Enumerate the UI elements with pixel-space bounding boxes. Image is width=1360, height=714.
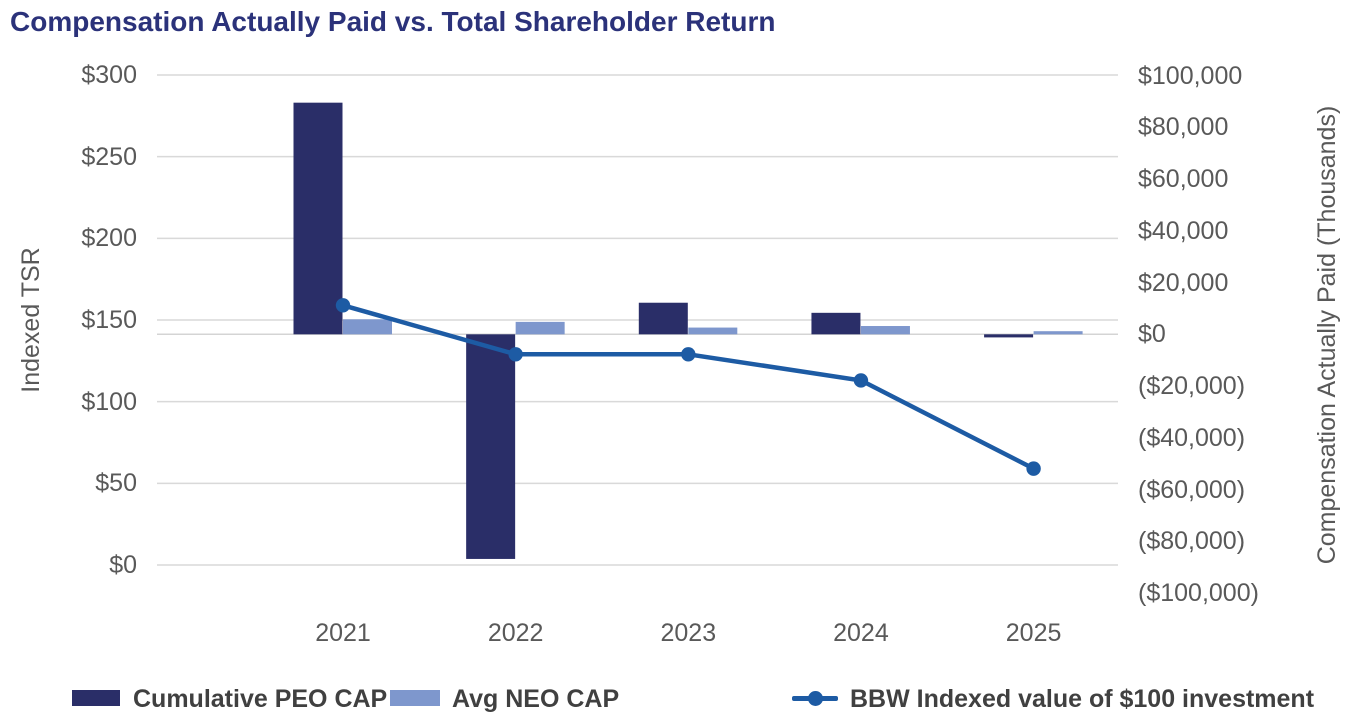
right-axis-tick: $80,000 xyxy=(1138,113,1229,142)
right-axis-tick: $0 xyxy=(1138,320,1166,349)
right-axis-title: Compensation Actually Paid (Thousands) xyxy=(1313,105,1341,565)
bar-neo-cap xyxy=(1033,331,1083,335)
legend-line-swatch xyxy=(792,690,838,706)
bar-neo-cap xyxy=(515,321,565,335)
left-axis-tick: $150 xyxy=(81,306,137,334)
x-axis-label: 2021 xyxy=(315,619,371,647)
x-axis-label: 2022 xyxy=(487,619,544,647)
legend-label-tsr-line: BBW Indexed value of $100 investment xyxy=(850,685,1315,713)
right-axis-tick: ($100,000) xyxy=(1138,579,1259,608)
bar-peo-cap xyxy=(638,302,688,335)
bar-neo-cap xyxy=(343,319,392,335)
legend-swatch-peo-cap xyxy=(72,690,120,706)
tsr-marker xyxy=(508,347,523,362)
x-axis-label: 2024 xyxy=(833,619,889,647)
tsr-marker xyxy=(335,298,351,313)
left-axis-tick: $0 xyxy=(109,551,137,579)
right-axis-tick: $20,000 xyxy=(1138,268,1229,297)
left-axis-tick: $100 xyxy=(81,387,137,416)
left-axis-tick: $250 xyxy=(81,142,137,171)
right-axis-tick: $100,000 xyxy=(1138,61,1243,90)
legend-label-neo-cap: Avg NEO CAP xyxy=(452,685,620,713)
legend-label-peo-cap: Cumulative PEO CAP xyxy=(133,685,388,713)
bar-peo-cap xyxy=(984,334,1034,338)
legend-dot-icon xyxy=(808,691,823,706)
bar-neo-cap xyxy=(688,327,738,335)
bar-neo-cap xyxy=(860,326,910,335)
right-axis-tick: $60,000 xyxy=(1138,165,1229,194)
left-axis-tick: $200 xyxy=(81,224,137,253)
tsr-marker xyxy=(681,347,696,362)
chart-title: Compensation Actually Paid vs. Total Sha… xyxy=(10,6,776,37)
right-axis-tick: $40,000 xyxy=(1138,216,1229,245)
left-axis-tick: $300 xyxy=(81,61,137,89)
tsr-marker xyxy=(1026,461,1041,476)
right-axis-tick: ($40,000) xyxy=(1138,423,1246,452)
bar-peo-cap xyxy=(293,102,343,335)
x-axis-label: 2023 xyxy=(660,619,717,647)
left-axis-tick: $50 xyxy=(95,469,137,498)
bar-peo-cap xyxy=(466,334,516,559)
x-axis-label: 2025 xyxy=(1005,619,1062,647)
legend-swatch-neo-cap xyxy=(390,690,440,706)
right-axis-tick: ($20,000) xyxy=(1138,372,1246,401)
right-axis-tick: ($60,000) xyxy=(1138,475,1246,504)
bar-peo-cap xyxy=(811,312,861,335)
right-axis-tick: ($80,000) xyxy=(1138,527,1246,556)
tsr-marker xyxy=(853,373,869,388)
